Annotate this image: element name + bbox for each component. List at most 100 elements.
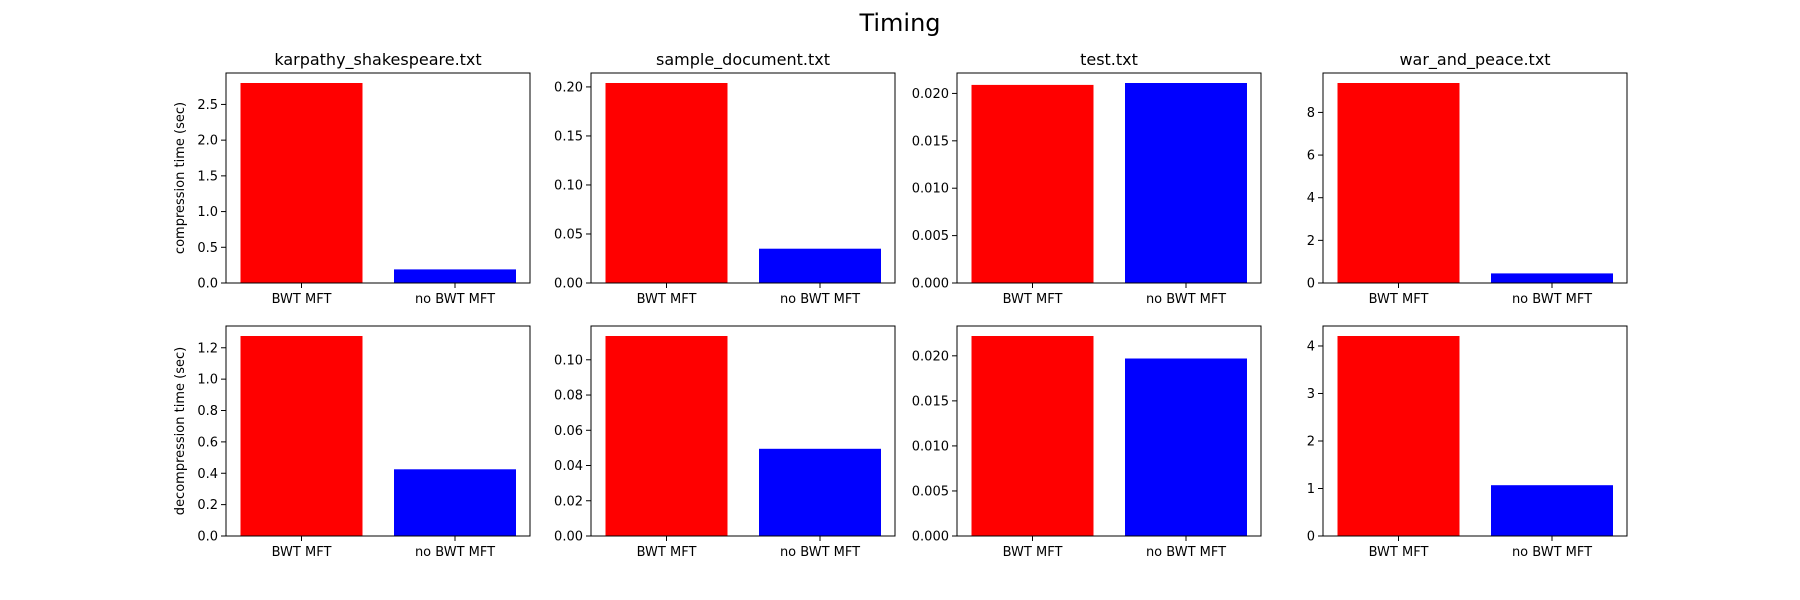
bar-no-bwt-mft	[759, 248, 881, 283]
y-tick-label: 4	[1307, 191, 1315, 206]
y-tick-label: 0.04	[554, 459, 583, 474]
bar-no-bwt-mft	[1491, 273, 1613, 283]
compression-subplot-war-and-peace: 0 2 4 6 8 BWT MFT no BWT MFT war_and_peace.txt	[1307, 50, 1628, 307]
x-tick-label: no BWT MFT	[415, 545, 495, 560]
y-tick-label: 1.5	[197, 169, 218, 184]
y-tick-label: 0.10	[554, 353, 583, 368]
bar-no-bwt-mft	[1125, 83, 1247, 283]
x-tick-label: BWT MFT	[1003, 292, 1063, 307]
y-tick-label: 0.005	[912, 229, 949, 244]
decompression-subplot-karpathy-shakespeare: 0.0 0.2 0.4 0.6 0.8 1.0 1.2 BWT MFT no BWT MFT de…	[173, 325, 531, 560]
bar-no-bwt-mft	[1125, 358, 1247, 536]
y-tick-label: 0.4	[197, 467, 218, 482]
y-tick-label: 0.5	[197, 241, 218, 256]
y-tick-label: 0.000	[912, 277, 949, 292]
subplots-grid: 0.0 0.5 1.0 1.5 2.0 2.5 BWT MFT no BWT MFT karpa…	[173, 50, 1628, 560]
x-tick-label: BWT MFT	[272, 292, 332, 307]
y-tick-label: 0.8	[197, 404, 218, 419]
y-tick-label: 0.20	[554, 80, 583, 95]
bar-bwt-mft	[1337, 83, 1460, 283]
y-tick-label: 0	[1307, 530, 1315, 545]
y-tick-label: 1.2	[197, 341, 218, 356]
y-tick-label: 2.0	[197, 134, 218, 149]
y-tick-label: 0.6	[197, 435, 218, 450]
y-tick-label: 0.02	[554, 494, 583, 509]
compression-subplot-test: 0.000 0.005 0.010 0.015 0.020 BWT MFT no BWT M…	[912, 50, 1262, 307]
y-tick-label: 4	[1307, 339, 1315, 354]
axes-frame	[590, 325, 896, 537]
y-tick-label: 0.0	[197, 277, 218, 292]
x-tick-label: no BWT MFT	[1146, 545, 1226, 560]
y-tick-label: 6	[1307, 149, 1315, 164]
bar-no-bwt-mft	[1491, 485, 1613, 536]
bar-no-bwt-mft	[394, 469, 516, 536]
y-tick-label: 3	[1307, 387, 1315, 402]
y-tick-label: 1.0	[197, 373, 218, 388]
x-tick-label: BWT MFT	[272, 545, 332, 560]
x-tick-label: BWT MFT	[637, 292, 697, 307]
x-tick-label: no BWT MFT	[415, 292, 495, 307]
bar-no-bwt-mft	[759, 448, 881, 536]
axes-frame	[956, 325, 1262, 537]
compression-subplot-sample-document: 0.00 0.05 0.10 0.15 0.20 BWT MFT no BWT MFT sam…	[554, 50, 896, 307]
decompression-subplot-test: 0.000 0.005 0.010 0.015 0.020 BWT MFT no BWT M…	[912, 325, 1262, 560]
decompression-subplot-sample-document: 0.00 0.02 0.04 0.06 0.08 0.10 BWT MFT no BWT MF…	[554, 325, 896, 560]
bar-bwt-mft	[605, 83, 728, 283]
y-tick-label: 0.020	[912, 87, 949, 102]
y-axis-label: decompression time (sec)	[173, 347, 188, 515]
y-tick-label: 0	[1307, 277, 1315, 292]
axes-frame	[1322, 325, 1628, 537]
decompression-subplot-war-and-peace: 0 1 2 3 4 BWT MFT no BWT MFT	[1307, 325, 1628, 560]
y-tick-label: 0.05	[554, 227, 583, 242]
y-tick-label: 8	[1307, 106, 1315, 121]
y-tick-label: 0.06	[554, 424, 583, 439]
x-tick-label: no BWT MFT	[780, 545, 860, 560]
subplot-title: sample_document.txt	[656, 50, 830, 70]
axes-frame	[1322, 72, 1628, 284]
x-tick-label: BWT MFT	[637, 545, 697, 560]
y-tick-label: 0.020	[912, 349, 949, 364]
y-tick-label: 0.00	[554, 277, 583, 292]
y-tick-label: 0.010	[912, 439, 949, 454]
bar-bwt-mft	[971, 84, 1094, 284]
bar-no-bwt-mft	[394, 269, 516, 283]
subplot-title: test.txt	[1080, 50, 1138, 69]
y-tick-label: 0.08	[554, 389, 583, 404]
bar-bwt-mft	[1337, 336, 1460, 536]
x-tick-label: no BWT MFT	[1146, 292, 1226, 307]
y-tick-label: 2.5	[197, 98, 218, 113]
y-tick-label: 1.0	[197, 205, 218, 220]
y-tick-label: 0.2	[197, 498, 218, 513]
x-tick-label: no BWT MFT	[780, 292, 860, 307]
compression-subplot-karpathy-shakespeare: 0.0 0.5 1.0 1.5 2.0 2.5 BWT MFT no BWT MFT karpa…	[173, 50, 531, 307]
x-tick-label: BWT MFT	[1369, 292, 1429, 307]
x-tick-label: BWT MFT	[1003, 545, 1063, 560]
y-tick-label: 0.15	[554, 129, 583, 144]
x-tick-label: no BWT MFT	[1512, 292, 1592, 307]
bar-bwt-mft	[971, 336, 1094, 536]
figure-title: Timing	[858, 9, 940, 37]
x-tick-label: no BWT MFT	[1512, 545, 1592, 560]
y-tick-label: 0.005	[912, 484, 949, 499]
x-tick-label: BWT MFT	[1369, 545, 1429, 560]
y-tick-label: 0.010	[912, 182, 949, 197]
subplot-title: war_and_peace.txt	[1399, 50, 1550, 70]
axes-frame	[225, 325, 531, 537]
axes-frame	[225, 72, 531, 284]
bar-bwt-mft	[605, 336, 728, 536]
bar-bwt-mft	[240, 83, 363, 283]
axes-frame	[956, 72, 1262, 284]
y-tick-label: 0.0	[197, 530, 218, 545]
y-tick-label: 0.00	[554, 530, 583, 545]
y-tick-label: 0.000	[912, 530, 949, 545]
y-tick-label: 0.10	[554, 178, 583, 193]
y-axis-label: compression time (sec)	[173, 102, 188, 254]
y-tick-label: 0.015	[912, 134, 949, 149]
y-tick-label: 2	[1307, 234, 1315, 249]
axes-frame	[590, 72, 896, 284]
y-tick-label: 0.015	[912, 394, 949, 409]
bar-bwt-mft	[240, 336, 363, 536]
subplot-title: karpathy_shakespeare.txt	[274, 50, 481, 70]
y-tick-label: 2	[1307, 434, 1315, 449]
